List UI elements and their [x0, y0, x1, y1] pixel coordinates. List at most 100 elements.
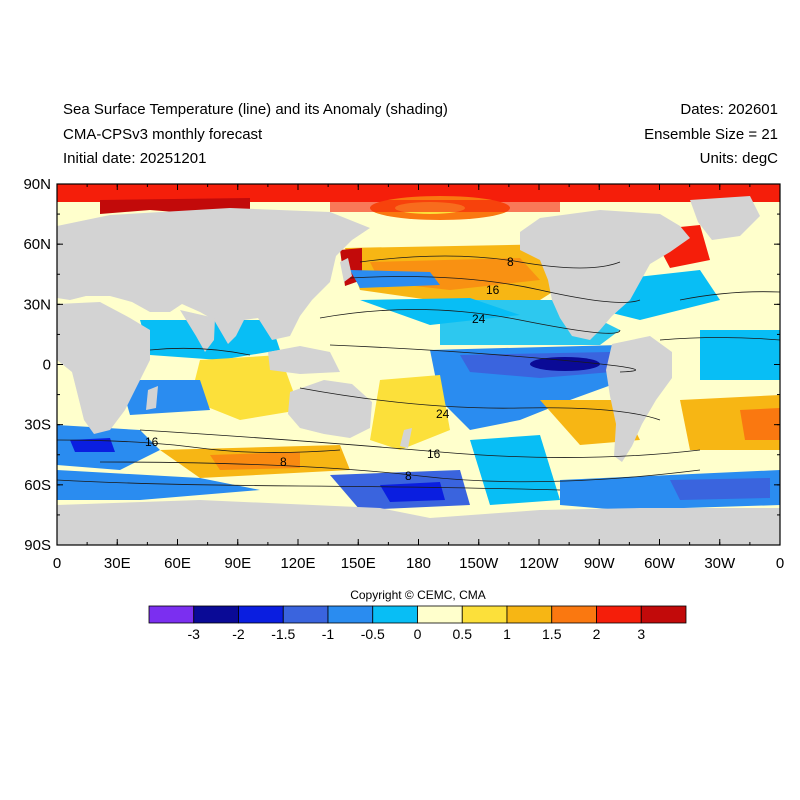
- land-madagascar: [146, 386, 158, 410]
- sst-contours: [57, 255, 780, 491]
- colorbar-label: 3: [637, 626, 646, 642]
- cape-cold-core: [70, 438, 115, 452]
- contour-label: 16: [486, 283, 500, 297]
- anomaly-colorbar: [148, 605, 687, 624]
- contour-north-24: [319, 309, 621, 334]
- e-indian-warm: [190, 355, 300, 420]
- colorbar-label: 1.5: [542, 626, 562, 642]
- x-tick-label: 150E: [341, 555, 376, 572]
- y-tick-label: 30S: [24, 417, 51, 434]
- x-tick-label: 90W: [584, 555, 616, 572]
- colorbar-swatch: [551, 605, 597, 624]
- colorbar-swatch: [506, 605, 553, 624]
- colorbar-swatch: [372, 605, 418, 624]
- title-line-2: CMA-CPSv3 monthly forecast: [63, 126, 263, 143]
- ensemble-size-label: Ensemble Size = 21: [644, 126, 778, 143]
- land-japan: [340, 258, 352, 282]
- kuroshio-cool-patch: [350, 270, 440, 288]
- x-tick-label: 30E: [104, 555, 131, 572]
- contour-label: 16: [427, 447, 441, 461]
- x-tick-label: 60W: [644, 555, 676, 572]
- contour-label-group: 8 16 24 24 16 8 16 8: [145, 255, 514, 483]
- y-tick-label: 0: [43, 357, 51, 374]
- x-tick-label: 30W: [704, 555, 736, 572]
- y-tick-label: 60S: [24, 477, 51, 494]
- x-tick-label: 0: [53, 555, 61, 572]
- x-tick-label: 60E: [164, 555, 191, 572]
- contour-eq-1: [329, 344, 636, 373]
- y-tick-label: 90S: [24, 537, 51, 554]
- x-tick-label: 120W: [519, 555, 559, 572]
- dates-label: Dates: 202601: [680, 101, 778, 118]
- land-new-zealand: [400, 428, 412, 448]
- arctic-red-band: [330, 200, 560, 212]
- title-line-1: Sea Surface Temperature (line) and its A…: [63, 101, 448, 118]
- land-antarctica: [57, 500, 780, 545]
- contour-atlantic-20: [679, 291, 780, 301]
- y-axis: 90N 60N 30N 0 30S 60S 90S: [23, 176, 780, 554]
- colorbar-swatch: [282, 605, 329, 624]
- contour-label: 8: [405, 469, 412, 483]
- contour-so-4: [57, 479, 561, 491]
- colorbar-label: -3: [187, 626, 200, 642]
- colorbar-swatch: [148, 605, 195, 624]
- s-atlantic-orange: [740, 408, 780, 440]
- colorbar-label: -1: [321, 626, 335, 642]
- colorbar-labels: -3 -2 -1.5 -1 -0.5 0 0.5 1 1.5 2 3: [0, 626, 800, 646]
- contour-indian-16: [57, 439, 341, 453]
- contour-south-16: [139, 429, 701, 458]
- y-tick-label: 90N: [23, 176, 51, 193]
- colorbar-label: -1.5: [271, 626, 296, 642]
- copyright-notice: Copyright © CEMC, CMA: [350, 588, 486, 602]
- title-line-3: Initial date: 20251201: [63, 150, 207, 167]
- land-greenland: [690, 196, 760, 240]
- land-australia: [288, 380, 372, 438]
- so-pacific-cold-core: [380, 482, 445, 502]
- colorbar-label: -0.5: [360, 626, 385, 642]
- colorbar-swatch: [417, 605, 463, 624]
- x-tick-label: 180: [406, 555, 431, 572]
- contour-indian-28: [149, 347, 251, 356]
- sw-indian-cool: [120, 380, 210, 415]
- contour-south-24: [299, 387, 661, 421]
- colorbar-swatch: [193, 605, 239, 624]
- colorbar-swatch: [640, 605, 687, 624]
- land-north-america: [520, 210, 690, 340]
- contour-label: 24: [472, 312, 486, 326]
- colorbar-label: 2: [592, 626, 601, 642]
- s-pacific-cool: [470, 435, 560, 505]
- land-africa: [57, 302, 150, 434]
- x-tick-label: 0: [776, 555, 784, 572]
- land-masses: [57, 196, 780, 545]
- colorbar-label: 0: [413, 626, 422, 642]
- contour-label: 8: [280, 455, 287, 469]
- colorbar-label: -2: [232, 626, 245, 642]
- x-tick-label: 90E: [224, 555, 251, 572]
- x-axis: 0 30E 60E 90E 120E 150E 180 150W 120W 90W 60W 30W 0: [53, 184, 784, 572]
- contour-label: 16: [145, 435, 159, 449]
- so-atlantic-cold-core: [670, 478, 770, 500]
- land-india: [180, 310, 215, 352]
- colorbar-label: 0.5: [452, 626, 472, 642]
- land-maritime-continent: [268, 346, 340, 374]
- map-plot-area: 8 16 24 24 16 8 16 8: [57, 184, 780, 545]
- contour-north-8: [359, 255, 621, 269]
- x-tick-label: 150W: [459, 555, 499, 572]
- contour-atlantic-28: [659, 337, 780, 341]
- nino-cold-center: [530, 357, 600, 371]
- y-tick-label: 30N: [23, 296, 51, 313]
- land-eurasia: [57, 208, 370, 344]
- trop-atlantic-cool: [700, 330, 780, 380]
- colorbar-swatch: [238, 605, 284, 624]
- colorbar-swatch: [461, 605, 508, 624]
- contour-north-16: [349, 276, 641, 303]
- colorbar-swatch: [596, 605, 642, 624]
- x-tick-label: 120E: [280, 555, 315, 572]
- colorbar-label: 1: [503, 626, 511, 642]
- y-tick-label: 60N: [23, 236, 51, 253]
- sw-pacific-warm: [370, 375, 450, 450]
- units-label: Units: degC: [699, 150, 778, 167]
- contour-label: 8: [507, 255, 514, 269]
- contour-south-8: [99, 461, 701, 483]
